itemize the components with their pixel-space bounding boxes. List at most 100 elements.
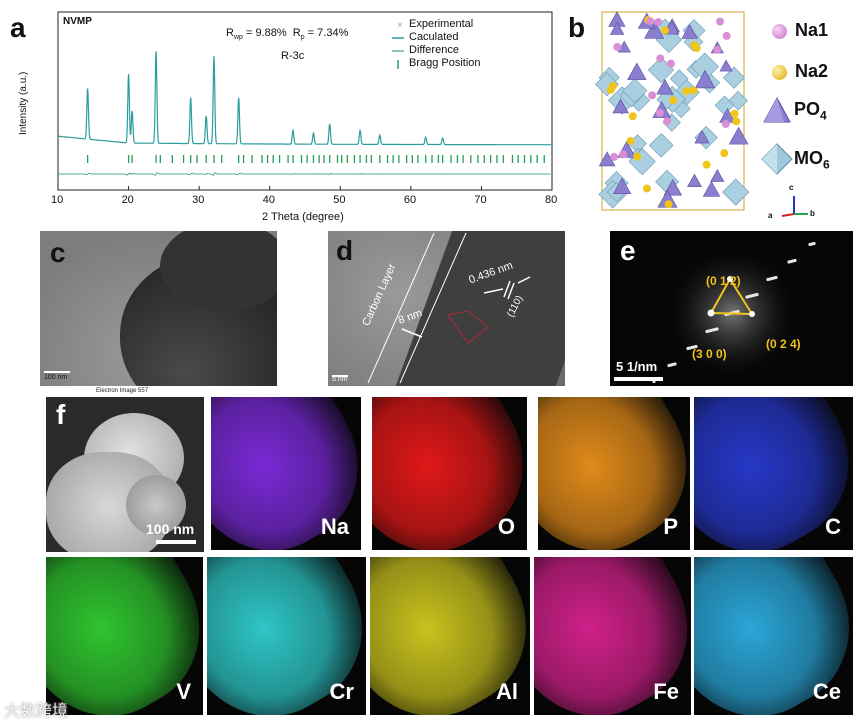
xrd-legend: Experimental Caculated Difference Bragg … (409, 18, 481, 70)
y-axis-label: Intensity (a.u.) (18, 71, 29, 135)
po4-tetrahedron (702, 181, 721, 197)
na2-atom (642, 184, 651, 193)
na2-atom (633, 152, 642, 161)
scalebar-c (44, 371, 70, 373)
legend-difference: Difference (409, 44, 459, 56)
na1-atom (716, 17, 725, 26)
axis-a-label: a (768, 211, 773, 220)
eds-map-na: Na (211, 397, 361, 550)
x-tick-label: 60 (403, 194, 417, 206)
legend-po4: PO4 (762, 96, 827, 124)
thickness-arrow (401, 328, 423, 338)
legend-exp-symbol: × (397, 20, 403, 31)
diffraction-spot (694, 344, 698, 349)
po4-tetrahedron (719, 59, 733, 72)
xrd-plot: × (57, 11, 553, 191)
po4-tetrahedron (612, 177, 632, 195)
spot-012-label: (0 1 2) (706, 274, 741, 288)
legend-calculated: Caculated (409, 31, 459, 43)
legend-na2-label: Na2 (795, 61, 829, 81)
boundary-line-2 (399, 232, 467, 384)
difference-profile (58, 172, 551, 176)
eds-map-c: C (694, 397, 853, 550)
electron-image-title: Electron Image 557 (96, 388, 149, 394)
po4-tetrahedron (694, 69, 716, 89)
na2-atom (682, 87, 691, 96)
element-label: Na (320, 514, 349, 539)
scalebar-e (614, 377, 663, 381)
po4-tetrahedron (612, 98, 629, 114)
bragg-marks (86, 155, 545, 163)
element-label: Ce (812, 679, 841, 704)
na2-atom (664, 200, 673, 209)
scalebar-f (156, 540, 196, 544)
x-tick-label: 40 (262, 194, 275, 206)
na1-atom (655, 108, 664, 117)
na2-atom (702, 160, 711, 169)
po4-tetrahedron (656, 78, 674, 95)
hrtem-overlay (367, 232, 531, 384)
na1-atom (666, 59, 675, 68)
rp-sub: p (300, 34, 305, 42)
element-label: P (663, 514, 678, 539)
po4-tetrahedron (728, 126, 749, 145)
na1-atom (646, 17, 655, 26)
panel-f-electron-image: f 100 nm (46, 397, 204, 552)
element-label: Al (496, 679, 518, 704)
po4-tetrahedron (687, 173, 702, 188)
mo6-octahedron (622, 78, 648, 104)
panel-label-d: d (336, 235, 354, 266)
x-tick-label: 10 (51, 194, 64, 206)
xrd-curves (57, 51, 552, 176)
x-tick-label: 30 (192, 194, 205, 206)
d-spacing-mark-2 (507, 282, 515, 300)
x-axis-label: 2 Theta (degree) (262, 211, 344, 223)
unit-cell-outline (601, 11, 745, 211)
space-group: R-3c (281, 50, 305, 62)
na1-atom (656, 54, 665, 63)
d-spacing-mark-1 (503, 280, 511, 298)
panel-c-tem: c 100 nm (40, 231, 277, 386)
eds-map-p: P (538, 397, 690, 550)
particle-lobe (160, 231, 277, 311)
element-label: V (176, 679, 191, 704)
na1-atom (610, 152, 619, 161)
eds-map-al: Al (370, 557, 530, 715)
panel-b-structure: b Na1 Na2 PO4 MO6 c a b (562, 0, 865, 225)
scalebar-e-label: 5 1/nm (616, 359, 658, 374)
rp-symbol: R (292, 27, 301, 39)
na2-atom (669, 96, 678, 105)
legend-na1-label: Na1 (795, 20, 829, 40)
panel-label-f: f (56, 399, 66, 430)
po4-tetrahedron (663, 178, 683, 196)
legend-po4-label: PO (794, 98, 821, 119)
element-label: Cr (329, 679, 354, 704)
panel-label-a: a (10, 12, 26, 43)
na1-atom (613, 42, 622, 51)
panel-label-c: c (50, 237, 66, 268)
eds-map-cr: Cr (207, 557, 366, 715)
calculated-profile (57, 51, 552, 146)
na1-atom (619, 150, 628, 159)
watermark: 大数跨境 (4, 701, 69, 720)
eds-map-ce: Ce (694, 557, 853, 715)
particle-lobe-right (126, 475, 186, 535)
na1-atom (648, 91, 657, 100)
po4-tetrahedron (609, 21, 625, 35)
po4-tetrahedron (710, 169, 725, 182)
diffraction-spot (715, 327, 719, 331)
scalebar-c-label: 100 nm (44, 374, 68, 381)
na2-atom (660, 26, 669, 35)
eds-map-fe: Fe (534, 557, 691, 715)
saed-pattern (652, 241, 816, 384)
na1-atom (654, 18, 663, 27)
axis-c-label: c (789, 183, 794, 192)
na1-atom (713, 45, 722, 54)
panel-label-e: e (620, 235, 636, 266)
na2-sphere-icon (772, 64, 787, 80)
rwp-symbol: R (226, 27, 234, 39)
na2-atom (626, 136, 635, 145)
na2-atom (732, 117, 741, 126)
x-tick-label: 70 (474, 194, 487, 206)
x-ticks (57, 186, 553, 190)
